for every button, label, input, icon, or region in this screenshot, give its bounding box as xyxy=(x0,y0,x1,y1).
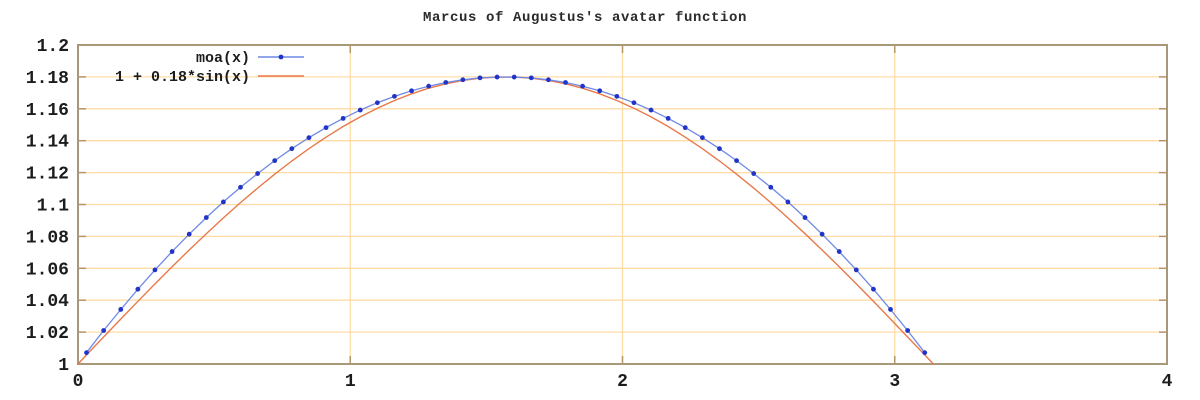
series-moa-point xyxy=(648,107,654,113)
y-tick-label: 1.14 xyxy=(26,133,69,153)
series-moa-point xyxy=(323,125,329,131)
series-moa-point xyxy=(888,307,893,312)
y-tick-label: 1.02 xyxy=(26,324,69,344)
series-moa-point xyxy=(614,93,620,99)
series-moa-point xyxy=(169,249,175,254)
series-moa-point xyxy=(494,74,500,80)
series-moa-point xyxy=(152,267,158,273)
y-tick-label: 1.04 xyxy=(26,292,69,312)
series-moa-point xyxy=(118,307,124,312)
series-moa-point xyxy=(836,249,842,254)
series-moa-point xyxy=(477,75,483,81)
series-moa-point xyxy=(853,267,859,273)
plot-border xyxy=(77,44,1168,365)
x-tick-label: 0 xyxy=(73,372,84,392)
y-tick-label: 1.06 xyxy=(26,260,69,280)
series-moa-point xyxy=(186,231,192,237)
chart-title: Marcus of Augustus's avatar function xyxy=(422,10,748,26)
series-moa-point xyxy=(631,100,637,106)
series-moa-point xyxy=(563,80,568,85)
series-moa-point xyxy=(580,83,586,89)
series-moa-point xyxy=(597,88,603,94)
series-moa-point xyxy=(699,135,705,141)
y-tick-label: 1.2 xyxy=(37,37,69,57)
series-moa-point xyxy=(717,146,722,152)
series-moa-point xyxy=(665,115,671,121)
series-moa-point xyxy=(734,158,739,164)
legend-label-moa: moa(x) xyxy=(196,50,250,67)
series-moa-point xyxy=(751,171,757,176)
series-moa-point xyxy=(511,74,517,80)
series-moa-point xyxy=(374,100,380,106)
series-moa-point xyxy=(426,83,432,89)
series-moa-point xyxy=(357,107,363,113)
series-moa-point xyxy=(289,146,295,152)
series-moa-point xyxy=(871,286,876,292)
series-moa-point xyxy=(546,77,551,83)
series-moa-point xyxy=(460,77,466,83)
series-moa-point xyxy=(306,135,312,141)
series-moa-point xyxy=(203,215,209,220)
y-tick-label: 1.08 xyxy=(26,228,69,248)
y-tick-label: 1.12 xyxy=(26,165,69,185)
series-moa-point xyxy=(819,231,825,237)
series-moa-point xyxy=(682,125,688,131)
series-moa-point xyxy=(409,88,414,94)
series-moa-point xyxy=(221,199,226,205)
y-tick-label: 1.1 xyxy=(37,197,70,217)
series-moa-point xyxy=(255,171,261,176)
y-tick-label: 1.16 xyxy=(26,101,69,121)
series-moa-point xyxy=(238,184,243,190)
series-moa-point xyxy=(802,215,808,220)
series-moa-point xyxy=(272,158,278,164)
x-tick-label: 1 xyxy=(345,372,356,392)
series-moa-point xyxy=(443,80,449,85)
x-tick-label: 2 xyxy=(617,372,628,392)
y-tick-label: 1 xyxy=(58,356,69,376)
series-moa-point xyxy=(528,75,534,81)
series-sine-line xyxy=(77,76,934,365)
series-moa-point xyxy=(340,115,346,121)
series-moa-point xyxy=(135,286,141,292)
series-moa-point xyxy=(768,184,774,190)
series-moa-line xyxy=(85,76,926,354)
series-moa-point xyxy=(785,199,791,205)
legend-sample-point xyxy=(278,54,284,60)
series-moa-point xyxy=(101,328,107,333)
series-moa-point xyxy=(905,328,911,333)
series-moa-point xyxy=(922,350,928,356)
y-tick-label: 1.18 xyxy=(26,69,69,89)
x-tick-label: 3 xyxy=(889,372,900,392)
series-moa-point xyxy=(392,93,397,99)
series-moa-point xyxy=(84,350,89,356)
legend-label-sine: 1 + 0.18*sin(x) xyxy=(115,69,250,86)
x-tick-label: 4 xyxy=(1162,372,1173,392)
